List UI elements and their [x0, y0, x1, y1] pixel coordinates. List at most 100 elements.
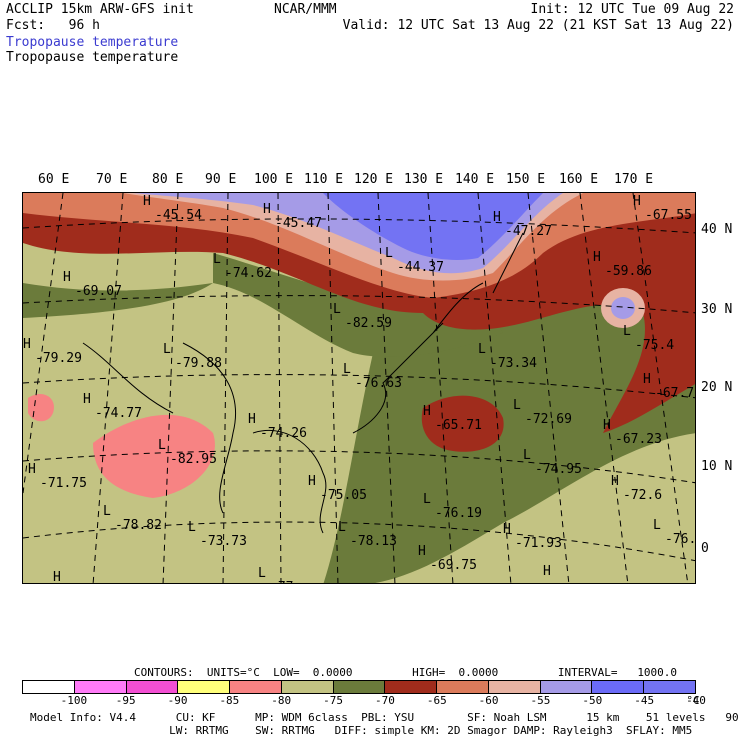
low-marker: L — [333, 302, 341, 317]
lon-label: 130 E — [404, 172, 444, 187]
extremum-marker: H -59.86 — [593, 251, 652, 279]
high-marker: H — [643, 372, 651, 387]
scale-swatch — [74, 681, 127, 693]
extremum-marker: L -74.95 — [523, 449, 582, 477]
coastline — [82, 232, 524, 534]
lon-label: 90 E — [205, 172, 237, 187]
high-marker: H — [308, 474, 316, 489]
extremum-value: -67.23 — [615, 432, 662, 447]
scale-swatch — [333, 681, 386, 693]
lon-label: 150 E — [506, 172, 546, 187]
high-marker: H — [418, 544, 426, 559]
extremum-marker: L -79.88 — [163, 343, 222, 371]
extremum-value: -59.86 — [605, 264, 652, 279]
extremum-marker: L -78.82 — [103, 505, 162, 533]
low-marker: L — [188, 520, 196, 535]
high-marker: H — [611, 474, 619, 489]
high-marker: H — [143, 194, 151, 209]
extremum-value: -44.37 — [397, 260, 444, 275]
extremum-marker: H -79.29 — [23, 338, 82, 366]
low-marker: L — [163, 342, 171, 357]
extremum-marker: H -69.07 — [63, 271, 122, 299]
extremum-value: -75.05 — [320, 488, 367, 503]
low-marker: L — [258, 566, 266, 581]
scale-label: -80 — [271, 694, 292, 707]
shading-dark-olive-west — [23, 283, 213, 318]
scale-label: -85 — [219, 694, 240, 707]
extremum-marker: H -67.55 — [633, 195, 692, 223]
model-title: ACCLIP 15km ARW-GFS init — [6, 2, 194, 17]
scale-swatch — [644, 681, 695, 693]
scale-label: -65 — [426, 694, 447, 707]
scale-swatch — [385, 681, 438, 693]
scale-swatch — [23, 681, 75, 693]
contour-info: CONTOURS: UNITS=°C LOW= 0.0000 HIGH= 0.0… — [134, 666, 678, 679]
extremum-value: -45.47 — [275, 216, 322, 231]
lon-label: 160 E — [559, 172, 599, 187]
color-scale — [22, 680, 696, 694]
extremum-value: -71.93 — [515, 536, 562, 551]
lon-label: 80 E — [152, 172, 184, 187]
extremum-marker: H -67.77 — [643, 372, 695, 401]
extremum-value: -74.95 — [535, 462, 582, 477]
scale-label: -75 — [323, 694, 343, 707]
low-marker: L — [385, 246, 393, 261]
extremum-marker: H -45.54 — [143, 195, 202, 223]
scale-swatch — [230, 681, 282, 693]
scale-label: -60 — [478, 694, 499, 707]
low-marker: L — [158, 438, 166, 453]
high-marker: H — [503, 522, 511, 537]
extremum-marker: H -75.05 — [308, 475, 367, 503]
extremum-marker: H -74.77 — [83, 393, 142, 421]
extremum-marker: L -82.95 — [158, 439, 217, 467]
shading-dark-olive-north — [213, 253, 503, 357]
scale-swatch — [281, 681, 334, 693]
lon-label: 60 E — [38, 172, 70, 187]
extremum-value: -72.69 — [525, 412, 572, 427]
extremum-value: -65.71 — [435, 418, 482, 433]
high-marker: H — [28, 462, 36, 477]
lon-label: 170 E — [614, 172, 654, 187]
extremum-value: -73.73 — [200, 534, 247, 549]
extremum-value: -82.95 — [170, 452, 217, 467]
extremum-value: -76.6 — [665, 532, 696, 547]
typhoon-core — [611, 297, 635, 319]
extremum-marker: L -75.4 — [623, 325, 674, 353]
scale-label: -90 — [167, 694, 188, 707]
field-title-contour: Tropopause temperature — [6, 50, 179, 65]
shading-red-blob — [421, 395, 504, 452]
low-marker: L — [523, 448, 531, 463]
extremum-marker: H -71.93 — [503, 523, 562, 551]
extremum-marker: H -67.23 — [603, 419, 662, 447]
extremum-marker: H-77.24 — [53, 571, 112, 584]
extremum-marker: H — [543, 565, 555, 579]
scale-label: -40 — [686, 694, 706, 707]
lat-label: 40 N — [701, 222, 733, 237]
high-marker: H — [543, 564, 551, 579]
scale-label: -100 — [60, 694, 88, 707]
extremum-value: -79.29 — [35, 351, 82, 366]
extremum-marker: L -73.34 — [478, 343, 537, 371]
high-marker: H — [493, 210, 501, 225]
extremum-value: -74.26 — [260, 426, 307, 441]
high-marker: H — [593, 250, 601, 265]
extremum-value: -71.75 — [40, 476, 87, 491]
lon-label: 140 E — [455, 172, 495, 187]
map-panel: H -45.54 H -45.47 H -47.27 H -67.55 H -69.07 L -74.… — [22, 192, 696, 584]
lon-label: 120 E — [354, 172, 394, 187]
scale-label: -45 — [634, 694, 655, 707]
high-marker: H — [248, 412, 256, 427]
scale-swatch — [488, 681, 541, 693]
scale-unit: °C — [686, 694, 700, 707]
low-marker: L — [478, 342, 486, 357]
extremum-value: -76.19 — [435, 506, 482, 521]
extremum-marker: H -45.47 — [263, 203, 322, 231]
extremum-value: -47.27 — [505, 224, 552, 239]
shading-blue — [323, 193, 543, 260]
low-marker: L — [423, 492, 431, 507]
scale-swatch — [437, 681, 489, 693]
extremum-marker: H -65.71 — [423, 405, 482, 433]
extremum-value: -78.13 — [350, 534, 397, 549]
high-marker: H — [53, 570, 61, 584]
shading-cold-spot-bengal — [93, 414, 215, 498]
